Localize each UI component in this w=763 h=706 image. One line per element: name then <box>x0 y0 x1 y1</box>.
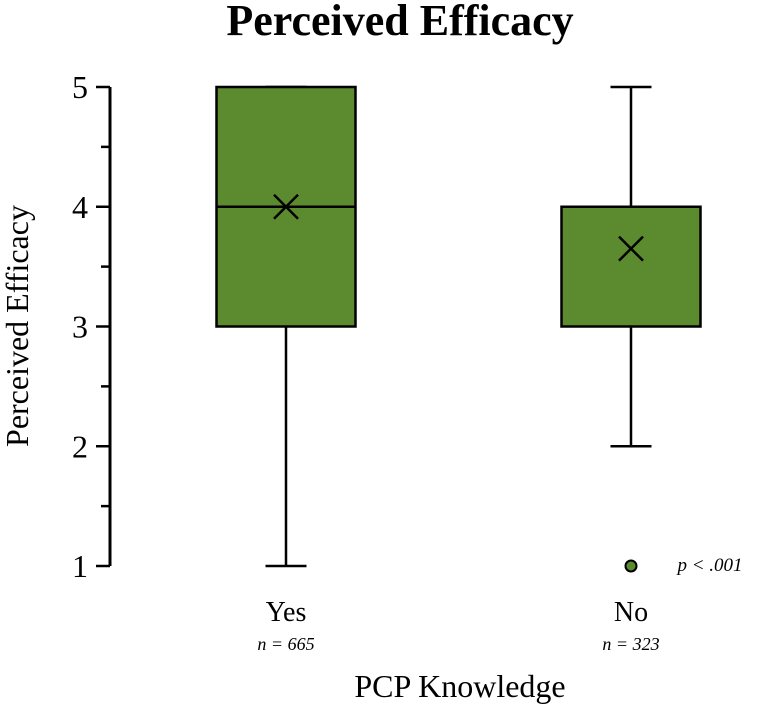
mean-marker <box>273 193 299 220</box>
x-category-label: Yes <box>266 597 307 628</box>
outlier-point <box>624 559 638 573</box>
y-tick-label: 5 <box>72 69 88 105</box>
y-tick-label: 4 <box>72 189 88 225</box>
y-tick-label: 1 <box>72 548 88 584</box>
y-axis: 1 2 3 4 5 <box>72 69 112 584</box>
p-value-annotation: p < .001 <box>675 555 742 576</box>
y-tick-label: 2 <box>72 428 88 464</box>
sample-size-label: n = 323 <box>602 634 659 654</box>
boxes-group: Yes n = 665 No n = 323 <box>215 85 702 654</box>
chart-title: Perceived Efficacy <box>226 0 573 45</box>
box-yes: Yes n = 665 <box>215 85 357 654</box>
x-axis-label: PCP Knowledge <box>354 668 565 704</box>
sample-size-label: n = 665 <box>257 634 314 654</box>
y-axis-label: Perceived Efficacy <box>0 205 35 447</box>
mean-marker <box>618 235 644 262</box>
box-no: No n = 323 <box>560 85 702 654</box>
iqr-box <box>560 205 702 328</box>
y-tick-label: 3 <box>72 309 88 345</box>
x-category-label: No <box>614 597 648 628</box>
